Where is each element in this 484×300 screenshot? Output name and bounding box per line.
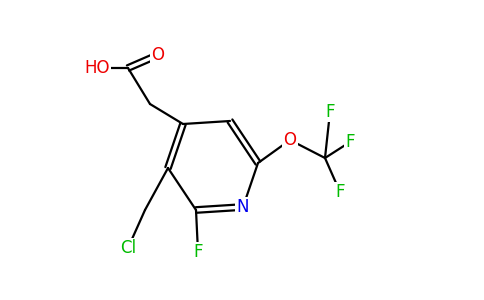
Text: F: F — [335, 183, 345, 201]
Text: O: O — [151, 46, 165, 64]
Text: Cl: Cl — [120, 239, 136, 257]
Text: O: O — [284, 131, 297, 149]
Text: F: F — [345, 133, 355, 151]
Text: F: F — [193, 243, 203, 261]
Text: N: N — [237, 198, 249, 216]
Text: F: F — [325, 103, 335, 121]
Text: HO: HO — [84, 59, 110, 77]
